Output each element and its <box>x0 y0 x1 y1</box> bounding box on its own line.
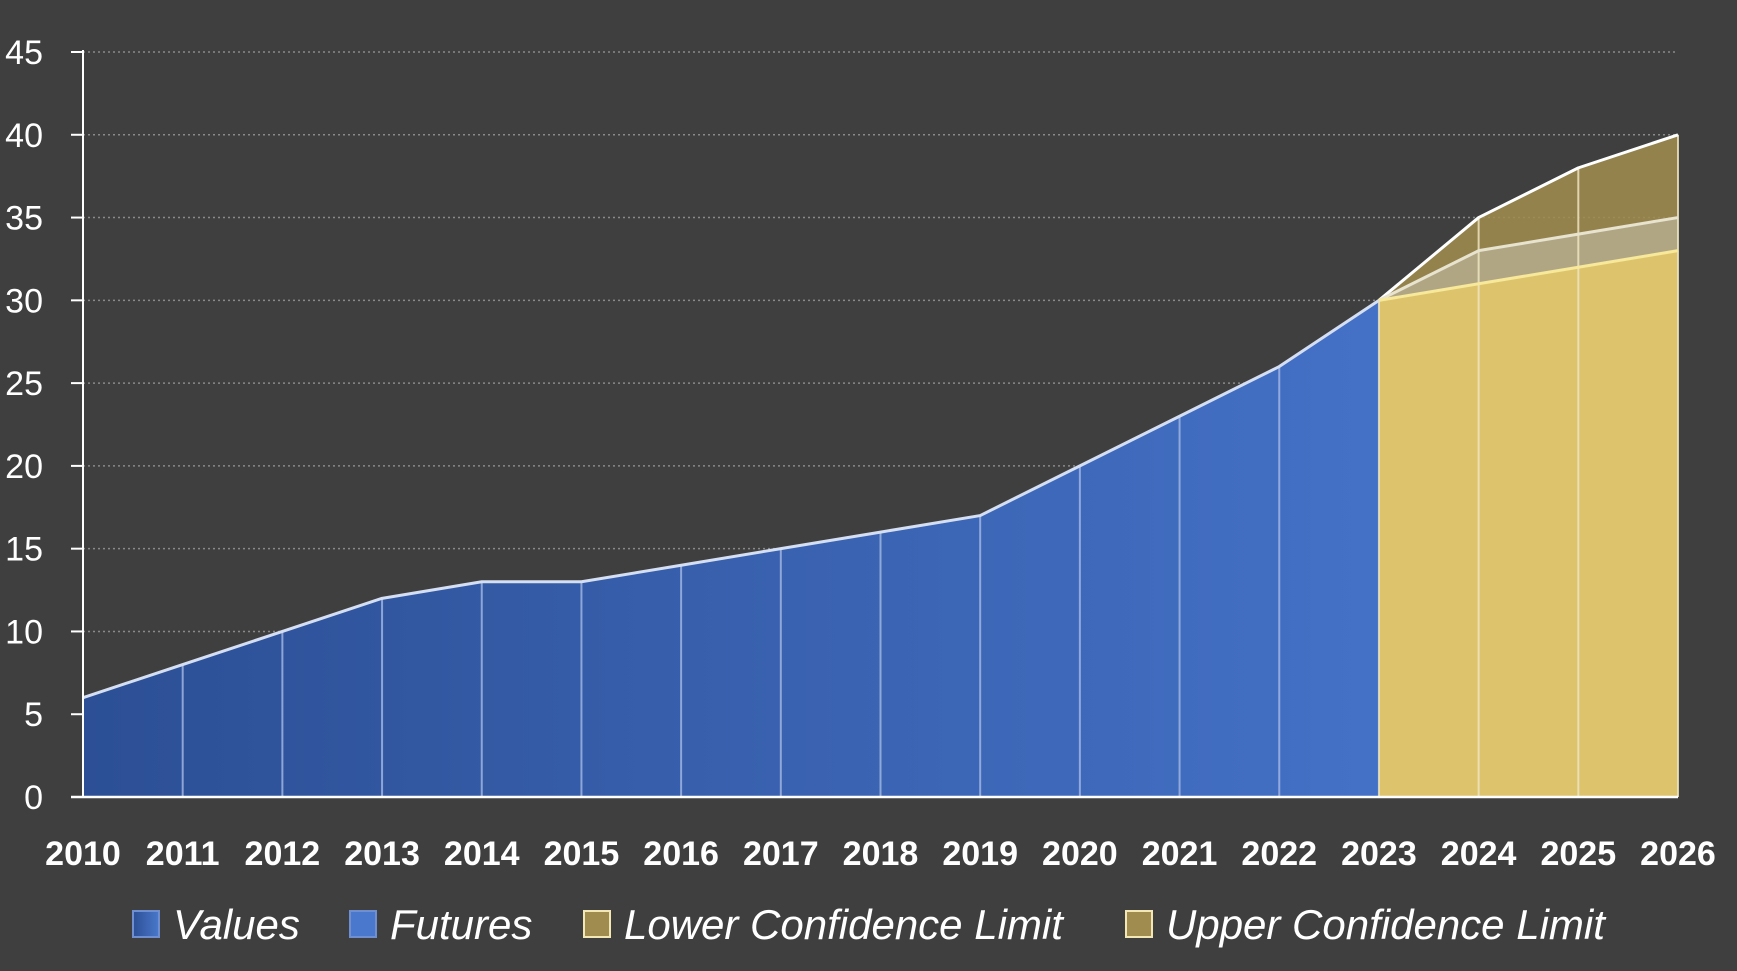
x-tick-label: 2025 <box>1540 835 1616 873</box>
y-tick-label: 25 <box>5 365 43 403</box>
values-area <box>83 300 1379 797</box>
x-tick-label: 2013 <box>344 835 420 873</box>
values-line <box>82 299 1380 700</box>
x-tick-label: 2018 <box>843 835 919 873</box>
x-tick-label: 2024 <box>1441 835 1517 873</box>
y-tick-label: 20 <box>5 448 43 486</box>
legend-item: Values <box>132 901 300 948</box>
x-tick-label: 2026 <box>1640 835 1716 873</box>
y-tick-label: 30 <box>5 282 43 320</box>
legend-label: Futures <box>390 901 532 948</box>
futures-area <box>1378 217 1678 301</box>
x-tick-label: 2012 <box>245 835 321 873</box>
upper-confidence-line <box>1377 133 1679 302</box>
legend-item: Upper Confidence Limit <box>1125 901 1607 948</box>
lower-confidence-area <box>1378 250 1678 797</box>
x-tick-label: 2021 <box>1142 835 1218 873</box>
series-areas <box>83 134 1678 797</box>
x-tick-label: 2014 <box>444 835 520 873</box>
y-tick-label: 40 <box>5 117 43 155</box>
lower-confidence-line <box>1378 249 1679 302</box>
legend-item: Futures <box>349 901 532 948</box>
x-tick-label: 2022 <box>1241 835 1317 873</box>
x-tick-label: 2023 <box>1341 835 1417 873</box>
x-tick-label: 2011 <box>146 835 220 873</box>
y-tick-label: 10 <box>5 613 43 651</box>
x-tick-label: 2017 <box>743 835 819 873</box>
legend: Values Futures Lower Confidence Limit Upper… <box>132 901 1607 948</box>
y-axis-tick-labels: 0 5 10 15 20 25 30 35 40 45 <box>5 34 43 817</box>
y-tick-label: 35 <box>5 200 43 238</box>
y-tick-label: 15 <box>5 531 43 569</box>
x-tick-label: 2019 <box>942 835 1018 873</box>
legend-item: Lower Confidence Limit <box>583 901 1065 948</box>
legend-swatch <box>132 910 160 938</box>
x-tick-label: 2016 <box>643 835 719 873</box>
x-tick-label: 2010 <box>45 835 121 873</box>
futures-line <box>1378 216 1679 302</box>
y-tick-label: 0 <box>24 779 43 817</box>
y-tick-label: 5 <box>24 696 43 734</box>
legend-label: Lower Confidence Limit <box>624 901 1065 948</box>
x-tick-label: 2015 <box>544 835 620 873</box>
x-tick-label: 2020 <box>1042 835 1118 873</box>
series-lines <box>82 133 1679 700</box>
y-tick-label: 45 <box>5 34 43 72</box>
x-axis-tick-labels: 2010 2011 2012 2013 2014 2015 2016 2017 2018 2019… <box>45 835 1716 873</box>
legend-label: Values <box>173 901 300 948</box>
legend-swatch <box>583 910 611 938</box>
legend-swatch <box>1125 910 1153 938</box>
legend-label: Upper Confidence Limit <box>1166 901 1607 948</box>
legend-swatch <box>349 910 377 938</box>
axes <box>71 50 1678 799</box>
